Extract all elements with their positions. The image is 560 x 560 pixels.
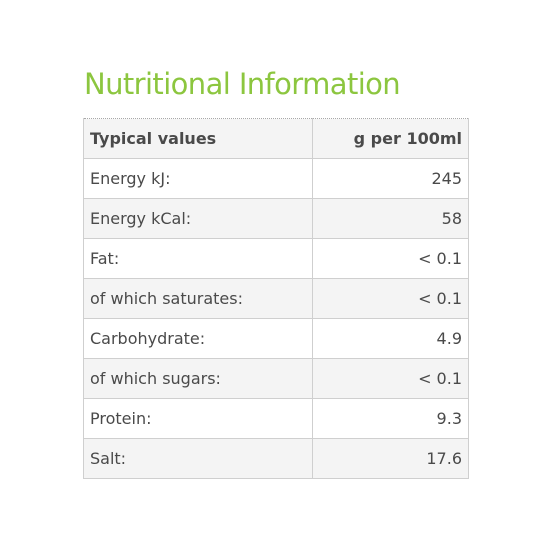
nutrient-label: Energy kCal: [83,198,313,239]
page-title: Nutritional Information [84,67,401,101]
nutrient-label: Fat: [83,238,313,279]
nutrient-label: Energy kJ: [83,158,313,199]
nutrient-label: Protein: [83,398,313,439]
nutrient-label: Salt: [83,438,313,479]
nutrient-value: 245 [312,158,469,199]
nutrient-label: of which saturates: [83,278,313,319]
nutrient-value: 17.6 [312,438,469,479]
nutrient-value: < 0.1 [312,238,469,279]
column-header-typical-values: Typical values [83,118,313,159]
table-row: Energy kJ: 245 [83,158,469,199]
nutrient-label: of which sugars: [83,358,313,399]
nutrient-value: < 0.1 [312,278,469,319]
nutrition-table: Typical values g per 100ml Energy kJ: 24… [83,118,469,479]
nutrient-value: 9.3 [312,398,469,439]
nutrient-value: < 0.1 [312,358,469,399]
table-row: of which sugars: < 0.1 [83,358,469,399]
column-header-per-100ml: g per 100ml [312,118,469,159]
table-row: Carbohydrate: 4.9 [83,318,469,359]
table-row: Fat: < 0.1 [83,238,469,279]
nutrient-value: 58 [312,198,469,239]
table-header-row: Typical values g per 100ml [83,118,469,159]
table-row: Protein: 9.3 [83,398,469,439]
table-row: of which saturates: < 0.1 [83,278,469,319]
nutrient-value: 4.9 [312,318,469,359]
table-row: Energy kCal: 58 [83,198,469,239]
table-row: Salt: 17.6 [83,438,469,479]
nutrient-label: Carbohydrate: [83,318,313,359]
